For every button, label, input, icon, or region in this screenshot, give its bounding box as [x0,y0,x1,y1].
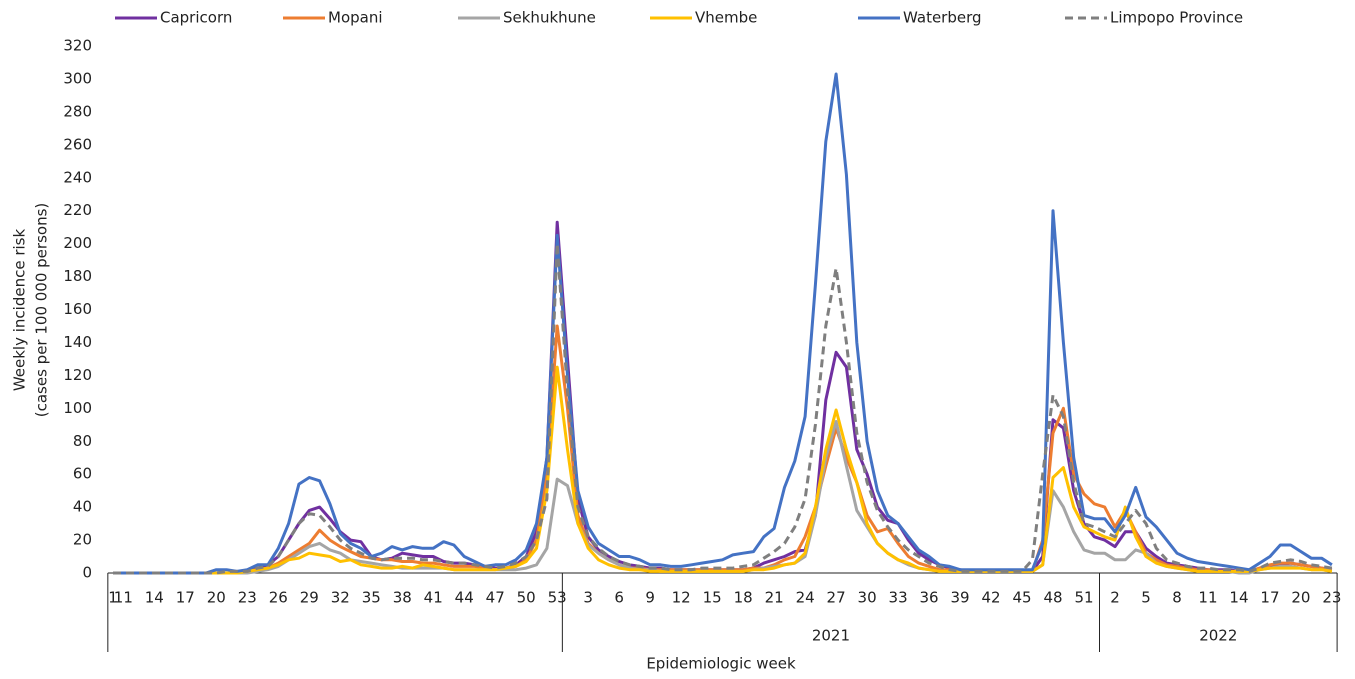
x-tick-label: 11 [114,589,133,607]
x-tick-label: 27 [827,589,846,607]
y-tick-label: 40 [73,498,92,516]
x-tick-label: 26 [269,589,288,607]
x-tick-label: 12 [672,589,691,607]
x-tick-label: 23 [1322,589,1341,607]
x-tick-label: 53 [548,589,567,607]
y-tick-label: 240 [63,168,92,186]
y-tick-label: 120 [63,366,92,384]
x-tick-label: 35 [362,589,381,607]
x-tick-label: 51 [1074,589,1093,607]
x-tick-label: 20 [1291,589,1310,607]
legend-label: Limpopo Province [1110,9,1243,27]
y-tick-label: 20 [73,531,92,549]
group-label: 2022 [1199,627,1237,645]
series-line [113,72,1333,575]
y-tick-label: 100 [63,399,92,417]
x-tick-label: 24 [796,589,815,607]
y-tick-label: 80 [73,432,92,450]
x-tick-label: 23 [238,589,257,607]
y-tick-label: 260 [63,135,92,153]
legend-label: Waterberg [903,9,982,27]
x-tick-label: 47 [486,589,505,607]
x-tick-label: 44 [455,589,474,607]
y-axis-title: Weekly incidence risk [11,229,29,392]
x-tick-label: 41 [424,589,443,607]
x-tick-label: 11 [1198,589,1217,607]
x-tick-label: 1 [108,589,118,607]
y-tick-label: 0 [82,564,92,582]
y-axis-title: (cases per 100 000 persons) [33,203,51,417]
x-axis-title: Epidemiologic week [646,655,796,673]
y-tick-label: 200 [63,234,92,252]
x-tick-label: 5 [1141,589,1151,607]
y-tick-label: 300 [63,69,92,87]
legend-label: Capricorn [160,9,232,27]
y-tick-label: 280 [63,102,92,120]
x-tick-label: 21 [765,589,784,607]
y-tick-label: 160 [63,300,92,318]
legend-label: Sekhukhune [503,9,596,27]
y-tick-label: 140 [63,333,92,351]
series-line [113,365,1333,575]
x-tick-label: 20 [207,589,226,607]
x-tick-label: 45 [1012,589,1031,607]
group-label: 2021 [812,627,850,645]
x-tick-label: 32 [331,589,350,607]
x-tick-label: 36 [920,589,939,607]
x-tick-label: 14 [1229,589,1248,607]
series-line [113,242,1333,575]
x-tick-label: 50 [517,589,536,607]
y-tick-label: 320 [63,37,92,55]
x-tick-label: 9 [645,589,655,607]
x-tick-label: 15 [703,589,722,607]
x-tick-label: 8 [1172,589,1182,607]
x-tick-label: 14 [145,589,164,607]
x-tick-label: 39 [951,589,970,607]
x-tick-label: 2 [1110,589,1120,607]
x-tick-label: 48 [1043,589,1062,607]
legend-label: Vhembe [695,9,757,27]
y-tick-label: 220 [63,201,92,219]
x-tick-label: 30 [858,589,877,607]
x-tick-label: 6 [614,589,624,607]
x-tick-label: 18 [734,589,753,607]
x-tick-label: 33 [889,589,908,607]
x-tick-label: 38 [393,589,412,607]
x-tick-label: 29 [300,589,319,607]
x-tick-label: 3 [583,589,593,607]
x-tick-label: 17 [176,589,195,607]
legend-label: Mopani [328,9,383,27]
x-tick-label: 42 [982,589,1001,607]
y-tick-label: 60 [73,465,92,483]
series-line [113,324,1333,575]
x-tick-label: 17 [1260,589,1279,607]
y-tick-label: 180 [63,267,92,285]
